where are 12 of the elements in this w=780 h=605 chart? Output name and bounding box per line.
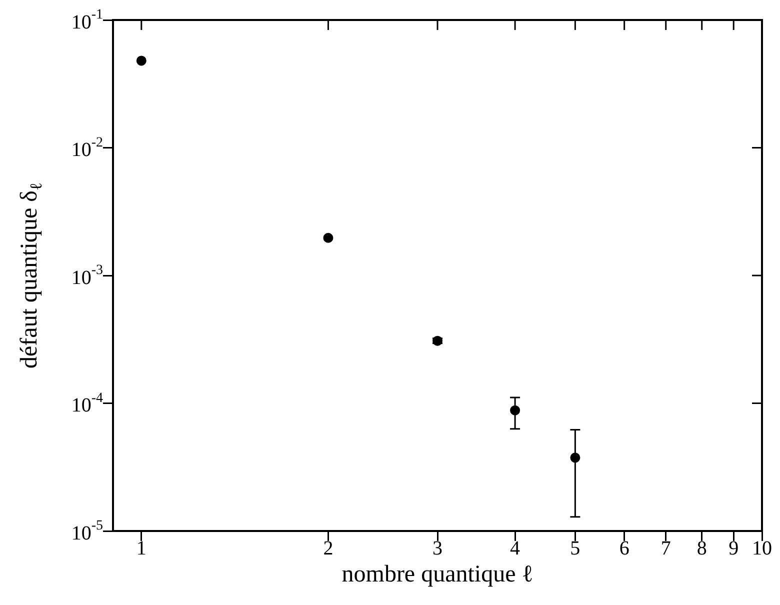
x-tick-label: 8 — [696, 537, 707, 560]
x-tick-label: 1 — [136, 537, 146, 560]
x-tick-label: 7 — [660, 537, 671, 560]
x-tick-label: 3 — [432, 537, 442, 560]
x-tick-label: 5 — [570, 537, 580, 560]
y-axis-title: défaut quantique δℓ — [16, 182, 46, 368]
x-tick-label: 4 — [510, 537, 520, 560]
x-tick-label: 2 — [323, 537, 334, 560]
x-tick-label: 10 — [752, 537, 772, 560]
x-axis-title: nombre quantique ℓ — [342, 561, 534, 588]
x-tick-label: 9 — [728, 537, 739, 560]
x-tick-label: 6 — [619, 537, 630, 560]
